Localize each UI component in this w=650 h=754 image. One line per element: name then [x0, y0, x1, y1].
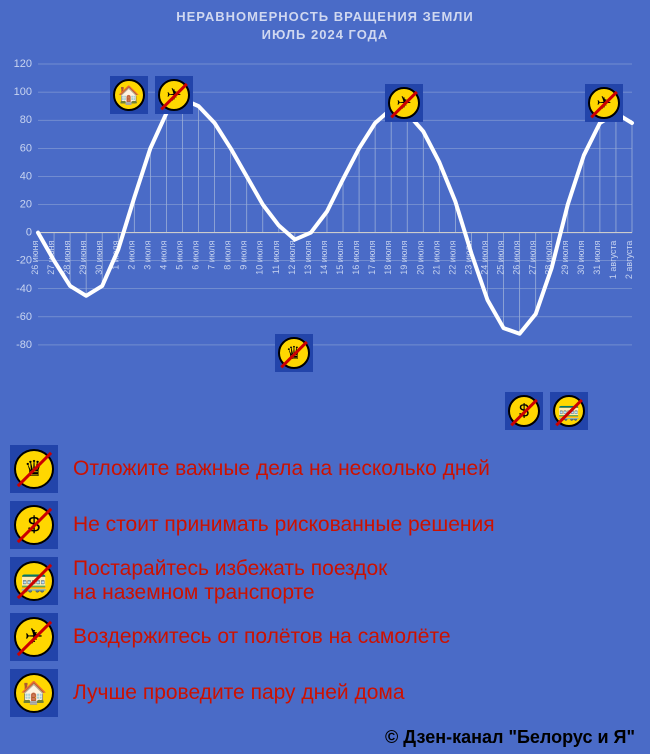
svg-text:2 августа: 2 августа [624, 241, 634, 280]
legend-row: ✈ Воздержитесь от полётов на самолёте [10, 613, 640, 661]
svg-text:-40: -40 [16, 283, 32, 295]
svg-text:19 июля: 19 июля [399, 241, 409, 275]
copyright: © Дзен-канал "Белорус и Я" [385, 727, 635, 748]
svg-text:80: 80 [20, 115, 32, 127]
legend-text: Воздержитесь от полётов на самолёте [73, 625, 451, 649]
no-train-icon: 🚃 [10, 557, 58, 605]
no-plane-icon: ✈ [585, 84, 623, 122]
svg-text:60: 60 [20, 143, 32, 155]
legend-row: 🏠 Лучше проведите пару дней дома [10, 669, 640, 717]
svg-text:2 июля: 2 июля [126, 241, 136, 270]
svg-text:6 июля: 6 июля [191, 241, 201, 270]
legend-row: $ Не стоит принимать рискованные решения [10, 501, 640, 549]
svg-text:9 июля: 9 июля [239, 241, 249, 270]
svg-text:3 июля: 3 июля [142, 241, 152, 270]
title-line-2: ИЮЛЬ 2024 ГОДА [0, 26, 650, 44]
svg-text:18 июля: 18 июля [383, 241, 393, 275]
svg-text:5 июля: 5 июля [174, 241, 184, 270]
legend-text: Не стоит принимать рискованные решения [73, 513, 495, 537]
title-line-1: НЕРАВНОМЕРНОСТЬ ВРАЩЕНИЯ ЗЕМЛИ [0, 8, 650, 26]
svg-text:31 июля: 31 июля [592, 241, 602, 275]
svg-text:16 июля: 16 июля [351, 241, 361, 275]
svg-text:14 июля: 14 июля [319, 241, 329, 275]
no-crown-icon: ♛ [275, 334, 313, 372]
legend-text: Постарайтесь избежать поездок на наземно… [73, 557, 387, 605]
legend-text: Отложите важные дела на несколько дней [73, 457, 490, 481]
svg-text:1 августа: 1 августа [608, 241, 618, 280]
svg-text:11 июля: 11 июля [271, 241, 281, 275]
svg-text:26 июля: 26 июля [512, 241, 522, 275]
legend: ♛ Отложите важные дела на несколько дней… [10, 445, 640, 725]
svg-text:22 июля: 22 июля [447, 241, 457, 275]
home-icon: 🏠 [110, 76, 148, 114]
svg-text:8 июля: 8 июля [223, 241, 233, 270]
svg-text:29 июля: 29 июля [560, 241, 570, 275]
no-train-icon: 🚃 [550, 392, 588, 430]
svg-text:25 июля: 25 июля [496, 241, 506, 275]
chart-area: 120100806040200-20-40-60-8026 июня27 июн… [10, 54, 640, 424]
svg-text:20: 20 [20, 199, 32, 211]
no-plane-icon: ✈ [385, 84, 423, 122]
legend-row: 🚃 Постарайтесь избежать поездок на назем… [10, 557, 640, 605]
svg-text:10 июля: 10 июля [255, 241, 265, 275]
no-plane-icon: ✈ [10, 613, 58, 661]
no-crown-icon: ♛ [10, 445, 58, 493]
svg-text:12 июля: 12 июля [287, 241, 297, 275]
legend-row: ♛ Отложите важные дела на несколько дней [10, 445, 640, 493]
svg-text:13 июля: 13 июля [303, 241, 313, 275]
svg-text:-60: -60 [16, 311, 32, 323]
svg-text:20 июля: 20 июля [415, 241, 425, 275]
svg-text:120: 120 [14, 58, 32, 70]
home-icon: 🏠 [10, 669, 58, 717]
svg-text:30 июля: 30 июля [576, 241, 586, 275]
svg-text:17 июля: 17 июля [367, 241, 377, 275]
svg-text:0: 0 [26, 227, 32, 239]
svg-text:26 июня: 26 июня [30, 241, 40, 275]
svg-text:29 июня: 29 июня [78, 241, 88, 275]
no-dollar-icon: $ [10, 501, 58, 549]
line-chart: 120100806040200-20-40-60-8026 июня27 июн… [10, 54, 640, 424]
no-dollar-icon: $ [505, 392, 543, 430]
svg-text:27 июля: 27 июля [528, 241, 538, 275]
chart-title: НЕРАВНОМЕРНОСТЬ ВРАЩЕНИЯ ЗЕМЛИ ИЮЛЬ 2024… [0, 0, 650, 44]
svg-text:28 июня: 28 июня [62, 241, 72, 275]
svg-text:21 июля: 21 июля [431, 241, 441, 275]
svg-text:15 июля: 15 июля [335, 241, 345, 275]
svg-text:-80: -80 [16, 339, 32, 351]
no-plane-icon: ✈ [155, 76, 193, 114]
svg-text:4 июля: 4 июля [158, 241, 168, 270]
legend-text: Лучше проведите пару дней дома [73, 681, 405, 705]
svg-text:30 июня: 30 июня [94, 241, 104, 275]
svg-text:100: 100 [14, 86, 32, 98]
svg-text:7 июля: 7 июля [207, 241, 217, 270]
svg-text:24 июля: 24 июля [480, 241, 490, 275]
svg-text:40: 40 [20, 171, 32, 183]
